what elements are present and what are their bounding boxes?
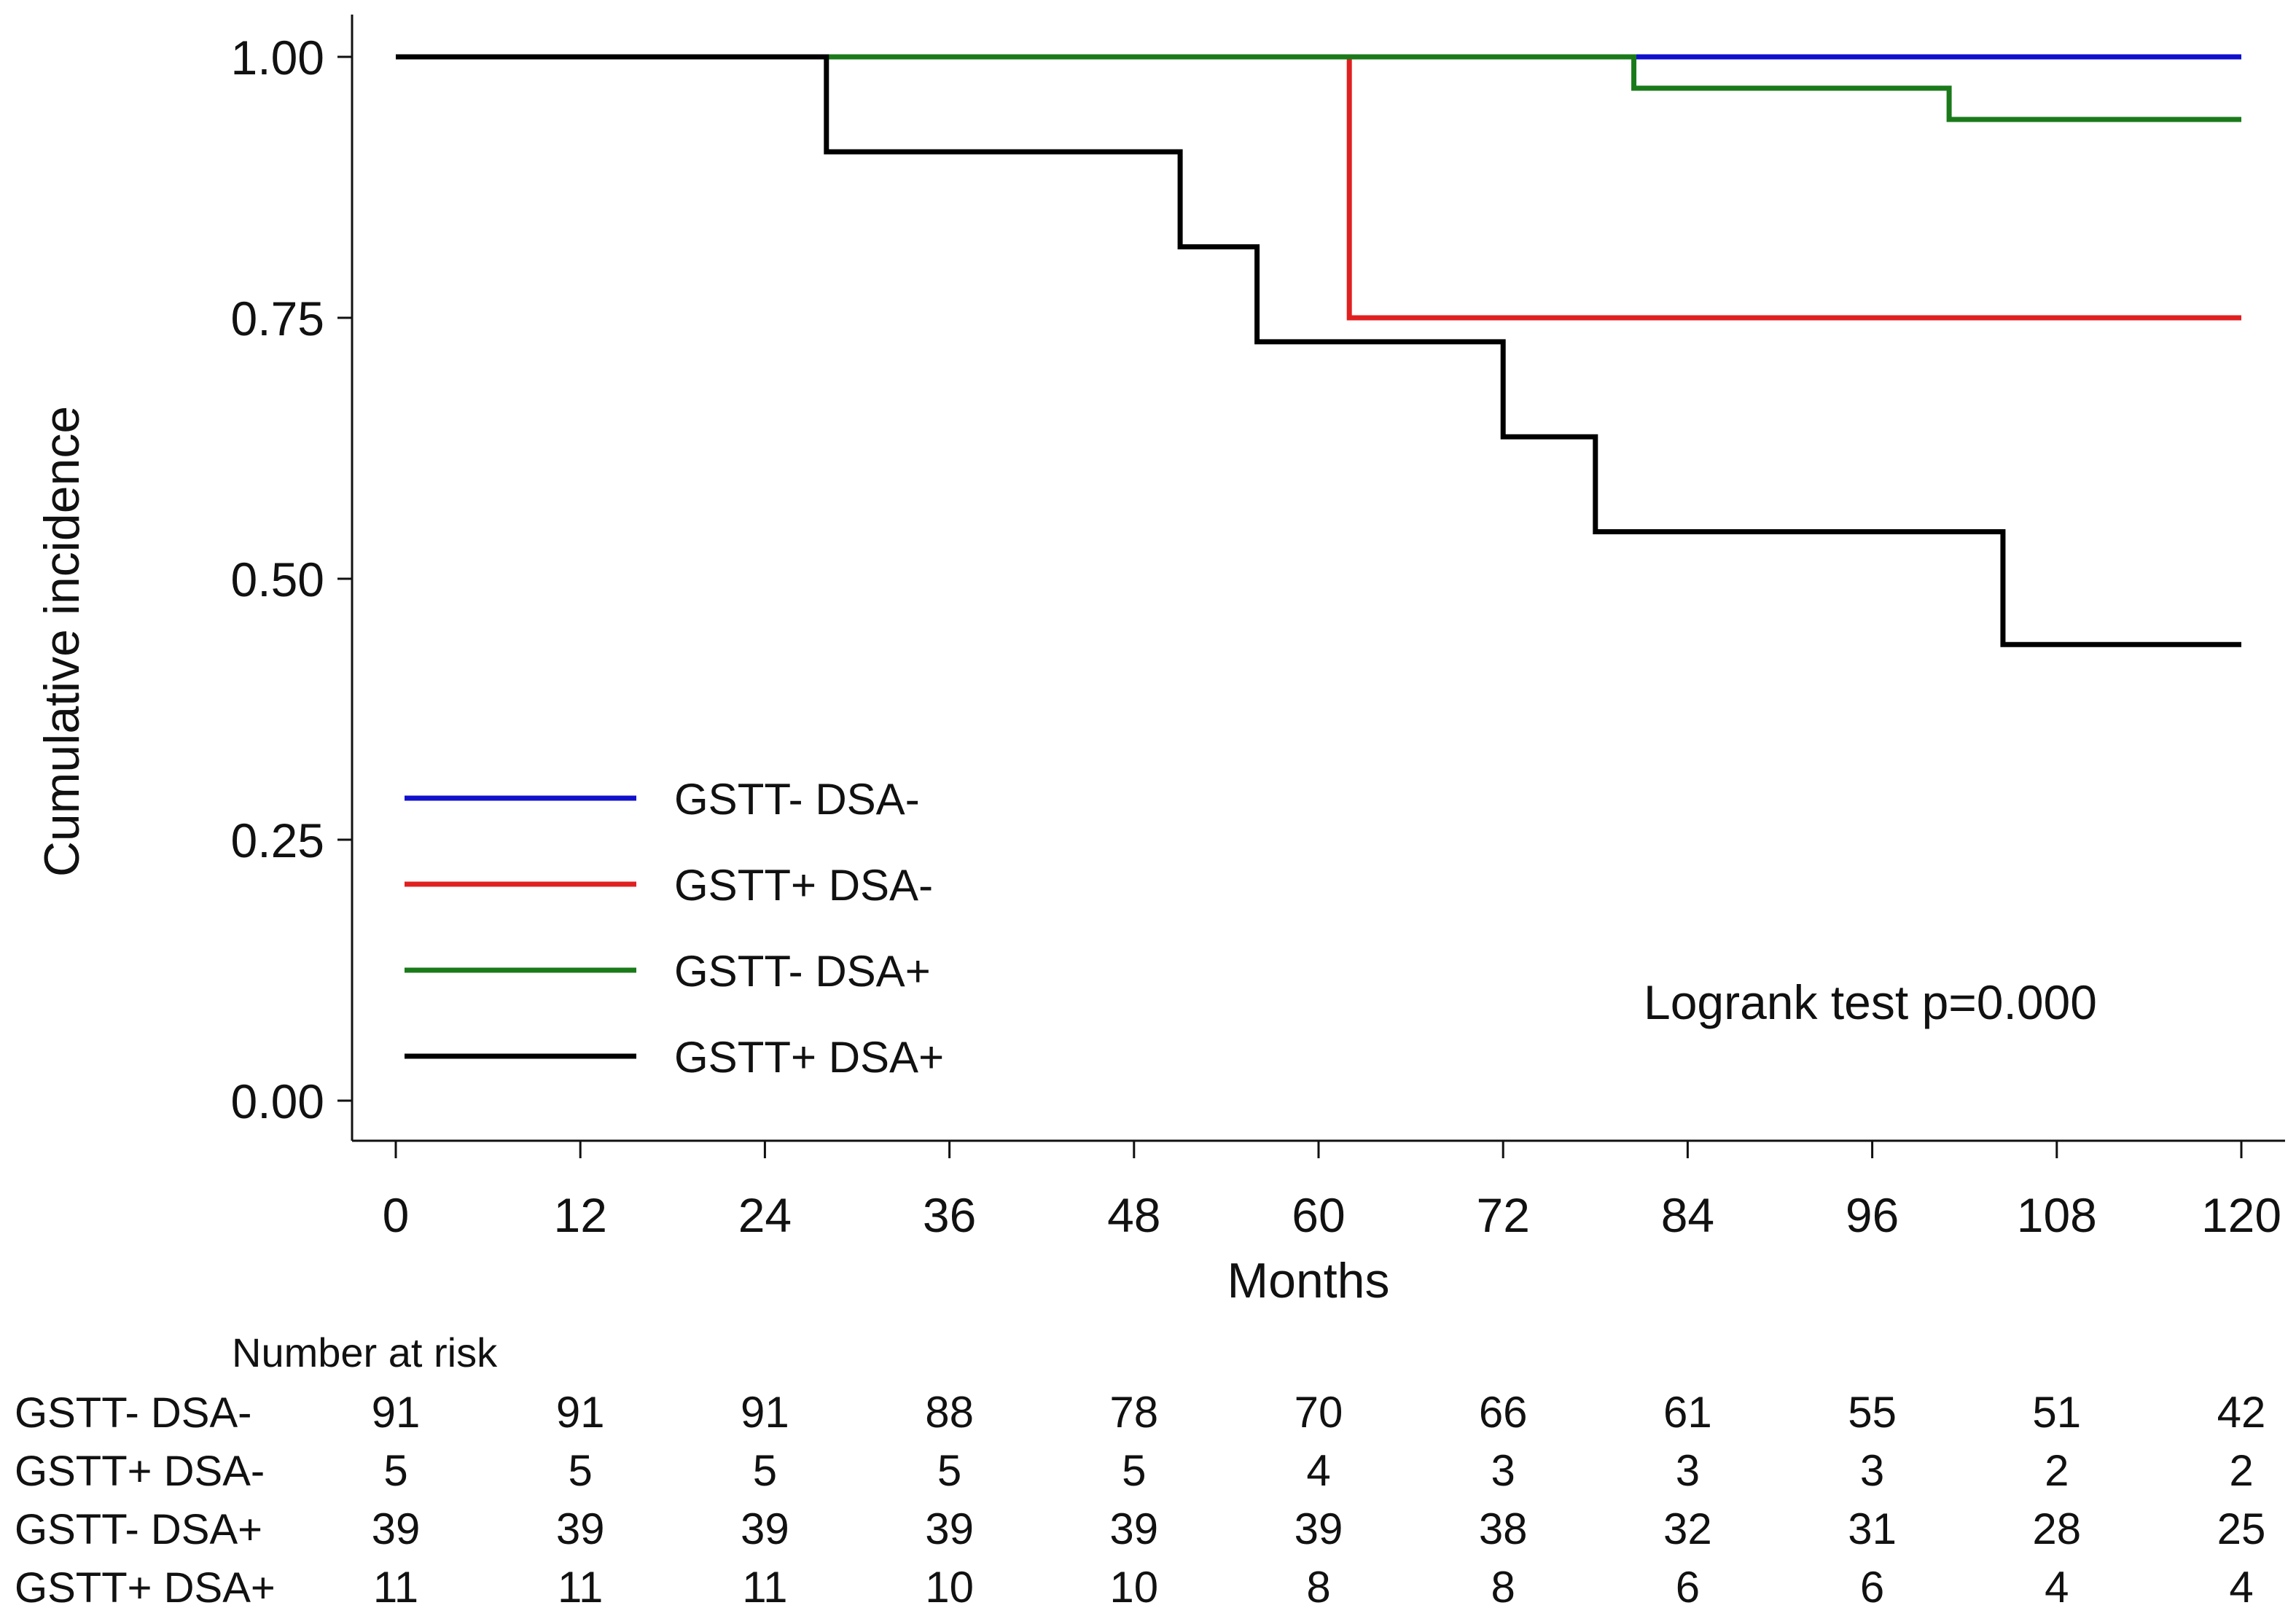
x-tick-label: 12 (553, 1188, 606, 1242)
risk-value: 39 (925, 1504, 974, 1553)
x-tick-label: 0 (383, 1188, 410, 1242)
risk-value: 5 (569, 1446, 593, 1495)
risk-row-label: GSTT- DSA+ (15, 1506, 262, 1553)
risk-value: 39 (1295, 1504, 1343, 1553)
x-tick-label: 84 (1661, 1188, 1714, 1242)
risk-value: 32 (1663, 1504, 1712, 1553)
risk-value: 5 (937, 1446, 961, 1495)
risk-value: 61 (1663, 1388, 1712, 1437)
x-tick-label: 120 (2201, 1188, 2281, 1242)
risk-value: 4 (1306, 1446, 1330, 1495)
x-tick-label: 24 (738, 1188, 792, 1242)
risk-value: 88 (925, 1388, 974, 1437)
y-tick-label: 1.00 (231, 31, 324, 85)
risk-value: 91 (372, 1388, 421, 1437)
risk-value: 5 (383, 1446, 407, 1495)
risk-value: 39 (1109, 1504, 1158, 1553)
risk-value: 11 (373, 1563, 418, 1612)
axes (351, 15, 2285, 1142)
risk-value: 42 (2217, 1388, 2266, 1437)
risk-value: 6 (1676, 1563, 1700, 1612)
x-axis-ticks: 0 12 24 36 48 60 72 84 96 108 120 (383, 1141, 2281, 1242)
y-axis-label: Cumulative incidence (34, 406, 90, 877)
series-line-2 (396, 54, 2241, 321)
x-tick-label: 36 (923, 1188, 976, 1242)
risk-value: 5 (753, 1446, 777, 1495)
risk-value: 11 (558, 1563, 603, 1612)
risk-value: 4 (2229, 1563, 2253, 1612)
risk-value: 51 (2032, 1388, 2081, 1437)
risk-value: 39 (556, 1504, 605, 1553)
risk-value: 10 (925, 1563, 974, 1612)
plot-series (396, 54, 2241, 647)
x-tick-label: 96 (1846, 1188, 1899, 1242)
risk-value: 55 (1848, 1388, 1897, 1437)
risk-value: 3 (1676, 1446, 1700, 1495)
y-tick-label: 0.50 (231, 553, 324, 606)
series-line-4 (396, 54, 2241, 647)
risk-value: 25 (2217, 1504, 2266, 1553)
risk-value: 4 (2045, 1563, 2069, 1612)
x-axis-label: Months (1227, 1253, 1390, 1308)
risk-value: 39 (372, 1504, 421, 1553)
x-tick-label: 72 (1476, 1188, 1529, 1242)
risk-value: 91 (741, 1388, 789, 1437)
legend-label-1: GSTT- DSA- (674, 775, 920, 824)
risk-value: 10 (1109, 1563, 1158, 1612)
y-tick-label: 0.75 (231, 292, 324, 346)
risk-table: Number at risk GSTT- DSA- 91 91 91 88 78 70 66 6… (15, 1330, 2265, 1612)
risk-value: 11 (742, 1563, 787, 1612)
y-axis-ticks: 0.00 0.25 0.50 0.75 1.00 (231, 31, 352, 1128)
risk-row-label: GSTT+ DSA+ (15, 1564, 276, 1612)
logrank-annotation: Logrank test p=0.000 (1644, 975, 2097, 1029)
risk-value: 2 (2229, 1446, 2253, 1495)
x-tick-label: 108 (2017, 1188, 2097, 1242)
risk-value: 5 (1122, 1446, 1146, 1495)
risk-table-title: Number at risk (232, 1330, 498, 1375)
risk-value: 28 (2032, 1504, 2081, 1553)
x-tick-label: 60 (1292, 1188, 1345, 1242)
risk-value: 3 (1491, 1446, 1515, 1495)
risk-value: 78 (1109, 1388, 1158, 1437)
risk-value: 3 (1860, 1446, 1884, 1495)
legend: GSTT- DSA- GSTT+ DSA- GSTT- DSA+ GSTT+ DSA+ (405, 775, 944, 1082)
legend-label-2: GSTT+ DSA- (674, 861, 933, 910)
y-tick-label: 0.00 (231, 1074, 324, 1128)
risk-value: 31 (1848, 1504, 1897, 1553)
legend-label-4: GSTT+ DSA+ (674, 1033, 944, 1082)
risk-value: 2 (2045, 1446, 2069, 1495)
risk-value: 38 (1479, 1504, 1528, 1553)
risk-value: 8 (1306, 1563, 1330, 1612)
risk-value: 66 (1479, 1388, 1528, 1437)
risk-value: 6 (1860, 1563, 1884, 1612)
risk-value: 39 (741, 1504, 789, 1553)
x-tick-label: 48 (1107, 1188, 1160, 1242)
risk-value: 8 (1491, 1563, 1515, 1612)
legend-label-3: GSTT- DSA+ (674, 947, 931, 996)
risk-value: 70 (1295, 1388, 1343, 1437)
risk-row-label: GSTT+ DSA- (15, 1448, 265, 1495)
y-tick-label: 0.25 (231, 813, 324, 867)
risk-row-label: GSTT- DSA- (15, 1389, 251, 1437)
series-line-3 (396, 54, 2241, 122)
risk-value: 91 (556, 1388, 605, 1437)
